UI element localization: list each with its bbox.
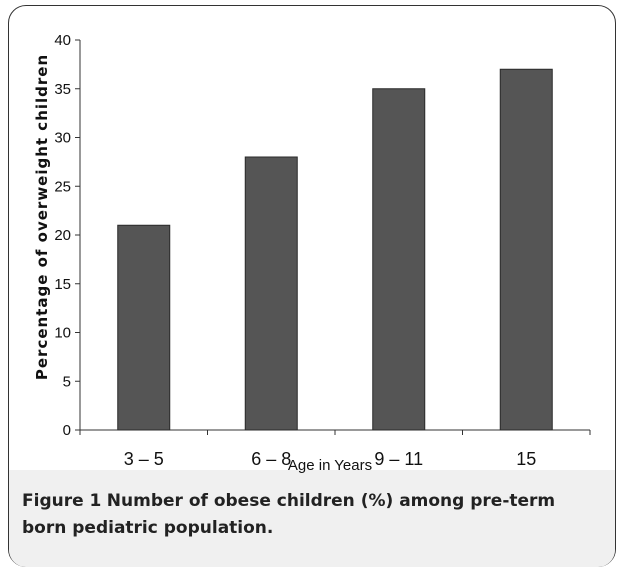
y-tick-label: 10 (54, 325, 71, 342)
figure-label: Figure 1 (22, 491, 102, 511)
bar (117, 224, 171, 431)
y-tick-label: 40 (54, 32, 71, 49)
y-tick-label: 20 (54, 227, 71, 244)
chart-bars (117, 68, 553, 431)
caption-band (9, 470, 615, 567)
y-tick-label: 0 (63, 422, 71, 439)
x-axis-title: Age in Years (288, 457, 372, 474)
bar (244, 156, 298, 431)
y-tick-label: 30 (54, 130, 71, 147)
y-tick-labels: 0 5 10 15 20 25 30 35 40 (54, 32, 71, 439)
x-tick-label: 15 (516, 449, 536, 469)
y-tick-label: 5 (63, 373, 71, 390)
y-axis-title: Percentage of overweight children (33, 54, 51, 380)
y-tick-label: 15 (54, 276, 71, 293)
x-tick-label: 9 – 11 (374, 449, 423, 469)
x-tick-label: 3 – 5 (124, 449, 164, 469)
figure-caption-text: Number of obese children (%) among pre-t… (22, 491, 556, 538)
bar (372, 88, 426, 431)
y-tick-label: 25 (54, 178, 71, 195)
x-tick-labels: 3 – 5 6 – 8 9 – 11 15 (124, 449, 537, 469)
figure-caption: Figure 1 Number of obese children (%) am… (22, 488, 602, 542)
bar (499, 68, 553, 431)
x-tick-label: 6 – 8 (251, 449, 291, 469)
y-tick-label: 35 (54, 81, 71, 98)
